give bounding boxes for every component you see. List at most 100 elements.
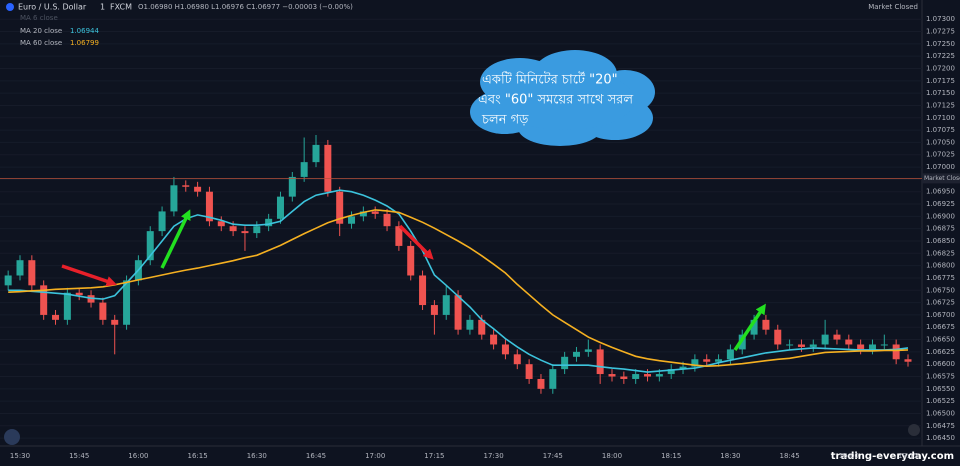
candle-body (596, 349, 604, 375)
x-tick-label: 15:30 (10, 452, 30, 460)
candle-body (348, 216, 356, 224)
source: FXCM (110, 3, 132, 12)
candle-body (490, 334, 498, 345)
price-line-label: Market Closed (924, 175, 960, 182)
y-tick-label: 1.06775 (926, 274, 955, 282)
candle-body (703, 359, 711, 362)
candle-body (655, 374, 663, 377)
y-tick-label: 1.07275 (926, 28, 955, 36)
candle-body (40, 285, 48, 315)
annotation-line: চলন গড় (481, 113, 529, 128)
scroll-button[interactable] (908, 424, 920, 436)
candle-body (857, 344, 865, 350)
candle-body (478, 319, 486, 335)
candle-body (4, 275, 12, 286)
legend-name: MA 60 close (20, 39, 62, 47)
candle-body (892, 344, 900, 360)
candle-body (217, 221, 225, 227)
candle-body (549, 369, 557, 389)
y-tick-label: 1.07225 (926, 52, 955, 60)
candle-body (679, 366, 687, 370)
x-tick-label: 17:15 (424, 452, 444, 460)
candle-body (419, 275, 427, 306)
x-tick-label: 15:45 (69, 452, 89, 460)
candle-body (762, 319, 770, 330)
y-tick-label: 1.07125 (926, 101, 955, 109)
y-tick-label: 1.06700 (926, 311, 955, 319)
ma-line (8, 209, 909, 368)
candle-body (880, 344, 888, 346)
candle-body (16, 260, 24, 276)
candle-body (904, 359, 912, 362)
y-tick-label: 1.06550 (926, 385, 955, 393)
candle-body (442, 295, 450, 315)
logo (4, 429, 20, 445)
y-tick-label: 1.06750 (926, 286, 955, 294)
candle-body (608, 374, 616, 377)
watermark: trading-everyday.com (831, 451, 954, 462)
y-tick-label: 1.06950 (926, 188, 955, 196)
candle-body (561, 356, 569, 370)
candle-body (336, 191, 344, 224)
y-tick-label: 1.07100 (926, 114, 955, 122)
x-tick-label: 18:45 (780, 452, 800, 460)
arrow (398, 224, 434, 260)
y-tick-label: 1.06725 (926, 299, 955, 307)
candle-body (584, 349, 592, 352)
candle-body (229, 226, 237, 232)
hidden-indicator: MA 6 close (20, 14, 58, 22)
candle-body (501, 344, 509, 355)
candle-body (454, 295, 462, 330)
candle-body (726, 349, 734, 360)
y-tick-label: 1.06475 (926, 422, 955, 430)
grid (0, 18, 922, 439)
candle-body (111, 319, 119, 325)
x-tick-label: 17:00 (365, 452, 385, 460)
x-tick-label: 18:15 (661, 452, 681, 460)
candle-body (324, 144, 332, 192)
candle-body (407, 245, 415, 276)
candle-body (241, 231, 249, 234)
watermark-bg (828, 447, 960, 466)
candle-body (395, 226, 403, 246)
candle-body (667, 369, 675, 375)
y-tick-label: 1.06450 (926, 434, 955, 442)
candle-body (276, 196, 284, 219)
legend-value: 1.06799 (70, 39, 99, 47)
candle-body (253, 226, 261, 234)
candle-body (525, 364, 533, 379)
candle-body (644, 374, 652, 377)
candle-body (513, 354, 521, 365)
y-tick-label: 1.06925 (926, 200, 955, 208)
y-tick-label: 1.06500 (926, 409, 955, 417)
y-tick-label: 1.07000 (926, 163, 955, 171)
y-tick-label: 1.07175 (926, 77, 955, 85)
candle-body (691, 359, 699, 367)
y-tick-label: 1.06600 (926, 360, 955, 368)
y-tick-label: 1.06900 (926, 212, 955, 220)
y-tick-label: 1.06825 (926, 249, 955, 257)
candle-body (750, 319, 758, 335)
candle-body (123, 280, 131, 325)
candle-body (845, 339, 853, 345)
candle-body (537, 378, 545, 389)
x-tick-label: 16:45 (306, 452, 326, 460)
marks (0, 135, 922, 394)
candle-body (430, 305, 438, 315)
candle-body (63, 292, 71, 320)
x-tick-label: 19:00 (839, 452, 859, 460)
cloud (470, 50, 655, 146)
candle-body (466, 319, 474, 330)
y-tick-label: 1.06850 (926, 237, 955, 245)
legend-value: 1.06944 (70, 27, 99, 35)
y-tick-label: 1.06800 (926, 262, 955, 270)
candle-body (288, 176, 296, 197)
x-tick-label: 18:00 (602, 452, 622, 460)
candle-body (75, 292, 83, 296)
y-tick-label: 1.06575 (926, 373, 955, 381)
annotation-line: এবং "60" সময়ের সাথে সরল (478, 93, 633, 108)
y-tick-label: 1.07200 (926, 65, 955, 73)
